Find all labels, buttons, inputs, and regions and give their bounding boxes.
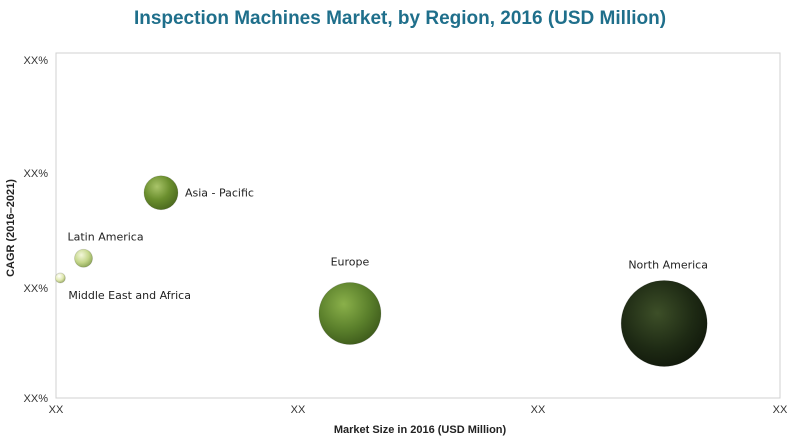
y-tick-labels: XX% XX% XX% XX%	[24, 55, 49, 405]
bubble-asia-pacific	[143, 175, 179, 211]
x-tick-label: XX	[773, 404, 788, 416]
bubble-label: Latin America	[68, 230, 144, 243]
bubble-label: Europe	[331, 255, 370, 268]
y-tick-label: XX%	[24, 55, 49, 67]
y-tick-label: XX%	[24, 168, 49, 180]
y-tick-label: XX%	[24, 283, 49, 295]
chart-title: Inspection Machines Market, by Region, 2…	[134, 8, 666, 29]
y-tick-label: XX%	[24, 393, 49, 405]
bubble-labels: Asia - Pacific Latin America Middle East a…	[68, 187, 708, 302]
bubble-middle-east-and-africa	[54, 272, 66, 284]
x-tick-label: XX	[291, 404, 306, 416]
x-tick-label: XX	[49, 404, 64, 416]
x-tick-labels: XX XX XX XX	[49, 404, 788, 416]
bubble-north-america	[620, 280, 708, 367]
x-tick-label: XX	[531, 404, 546, 416]
bubble-label: Asia - Pacific	[185, 187, 254, 200]
bubble-europe	[318, 282, 382, 345]
bubble-label: Middle East and Africa	[68, 289, 191, 302]
bubbles	[54, 175, 708, 367]
y-axis-label: CAGR (2016–2021)	[5, 179, 17, 277]
x-axis-label: Market Size in 2016 (USD Million)	[334, 424, 507, 436]
bubble-label: North America	[628, 258, 708, 271]
bubble-latin-america	[74, 248, 93, 268]
